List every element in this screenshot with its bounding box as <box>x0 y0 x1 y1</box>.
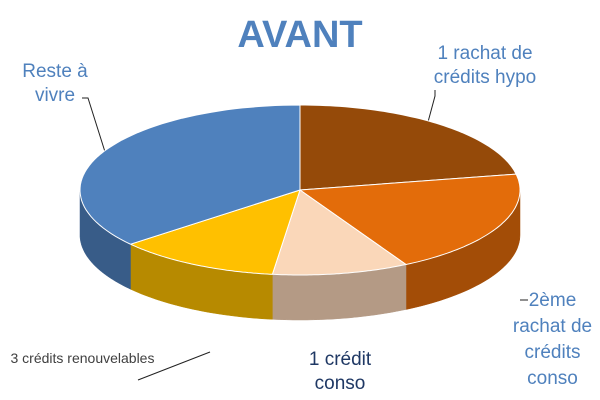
slice-top <box>299 104 517 191</box>
slice-top <box>79 104 301 245</box>
slice <box>299 104 517 191</box>
pie <box>79 104 521 321</box>
leader-line <box>427 90 436 123</box>
slice-label: Reste à vivre <box>22 61 88 106</box>
slice-label: 1 rachat de crédits hypo <box>433 43 537 88</box>
leader-lines <box>82 90 528 381</box>
slice <box>298 173 521 310</box>
slice-label: 1 crédit conso <box>308 349 372 394</box>
slice <box>129 189 301 320</box>
slice-label: 3 crédits renouvelables <box>10 350 155 366</box>
slice-top <box>271 189 408 276</box>
chart-title: AVANT <box>237 14 363 56</box>
slice-top <box>298 173 521 266</box>
slice <box>79 104 301 290</box>
slice-top <box>129 189 301 275</box>
slice-label: 2ème rachat de crédits conso <box>512 290 593 389</box>
leader-line <box>137 351 211 381</box>
leader-line <box>82 97 107 156</box>
